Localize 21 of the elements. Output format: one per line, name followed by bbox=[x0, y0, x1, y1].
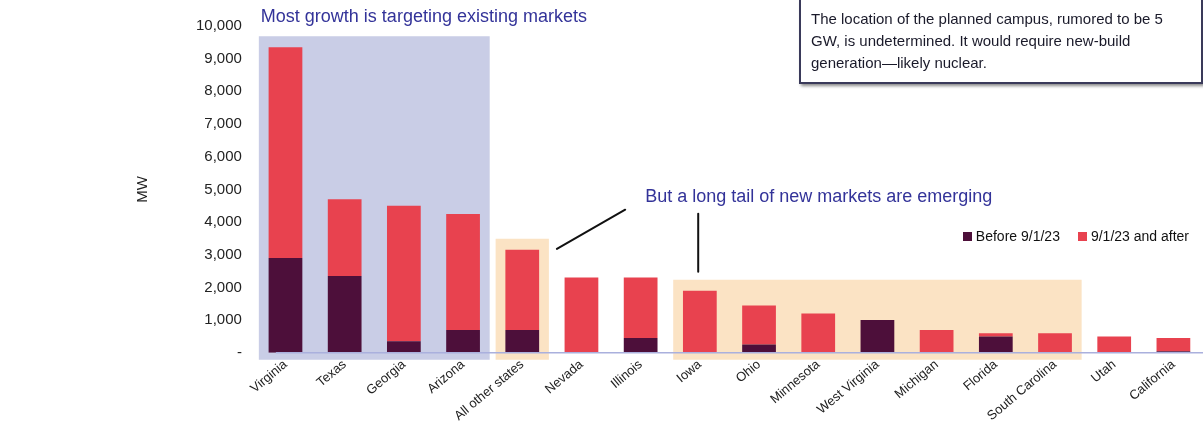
legend-label: 9/1/23 and after bbox=[1089, 228, 1189, 244]
y-axis-title: MW bbox=[133, 175, 151, 203]
y-tick-label: 6,000 bbox=[204, 146, 242, 164]
y-tick-label: - bbox=[236, 342, 242, 360]
y-tick-label: 4,000 bbox=[204, 212, 242, 230]
band-label: Most growth is targeting existing markets bbox=[260, 6, 587, 27]
y-tick-label: 8,000 bbox=[204, 81, 242, 99]
y-tick-label: 3,000 bbox=[204, 244, 242, 262]
y-tick-label: 1,000 bbox=[204, 310, 242, 328]
x-tick-label: Utah bbox=[1087, 356, 1119, 386]
x-tick-label: Iowa bbox=[673, 355, 705, 386]
y-tick-label: 10,000 bbox=[195, 16, 242, 34]
annotation: The location of the planned campus, rumored to be 5 GW, is undetermined. It would require new-build generation—likely nuclear. bbox=[811, 9, 1164, 73]
x-tick-label: Ohio bbox=[732, 356, 764, 386]
note-box: The location of the planned campus, rumored to be 5 GW, is undetermined. It would require new-build generation—likely nuclear. bbox=[799, 0, 1203, 84]
band-label: But a long tail of new markets are emerging bbox=[645, 185, 993, 206]
y-tick-label: 2,000 bbox=[204, 277, 242, 295]
y-tick-label: 5,000 bbox=[204, 179, 242, 197]
y-tick-label: 7,000 bbox=[204, 114, 242, 132]
legend-label: Before 9/1/23 bbox=[974, 228, 1060, 244]
y-tick-label: 9,000 bbox=[204, 48, 242, 66]
